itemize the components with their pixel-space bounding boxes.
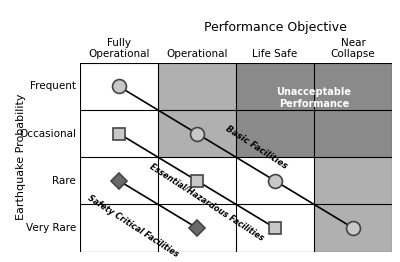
Bar — [314, 63, 392, 110]
Text: Essential/Hazardous Facilities: Essential/Hazardous Facilities — [149, 161, 266, 242]
Bar — [314, 110, 392, 157]
Text: Performance Objective: Performance Objective — [204, 21, 346, 34]
Text: Unacceptable
Performance: Unacceptable Performance — [276, 87, 352, 110]
Bar — [314, 157, 392, 204]
Text: Very Rare: Very Rare — [26, 223, 76, 233]
Bar — [158, 110, 236, 157]
Bar — [158, 63, 236, 110]
Text: Operational: Operational — [166, 49, 228, 59]
Text: Life Safe: Life Safe — [252, 49, 298, 59]
Bar — [314, 204, 392, 252]
Text: Earthquake Probability: Earthquake Probability — [16, 94, 26, 220]
Text: Frequent: Frequent — [30, 81, 76, 91]
Text: Basic Facilities: Basic Facilities — [224, 124, 289, 170]
Bar — [236, 63, 314, 110]
Text: Safety Critical Facilities: Safety Critical Facilities — [86, 193, 180, 259]
Text: Near
Collapse: Near Collapse — [331, 37, 375, 59]
Text: Rare: Rare — [52, 176, 76, 186]
Text: Fully
Operational: Fully Operational — [88, 37, 150, 59]
Text: Occasional: Occasional — [19, 129, 76, 139]
Bar — [236, 110, 314, 157]
